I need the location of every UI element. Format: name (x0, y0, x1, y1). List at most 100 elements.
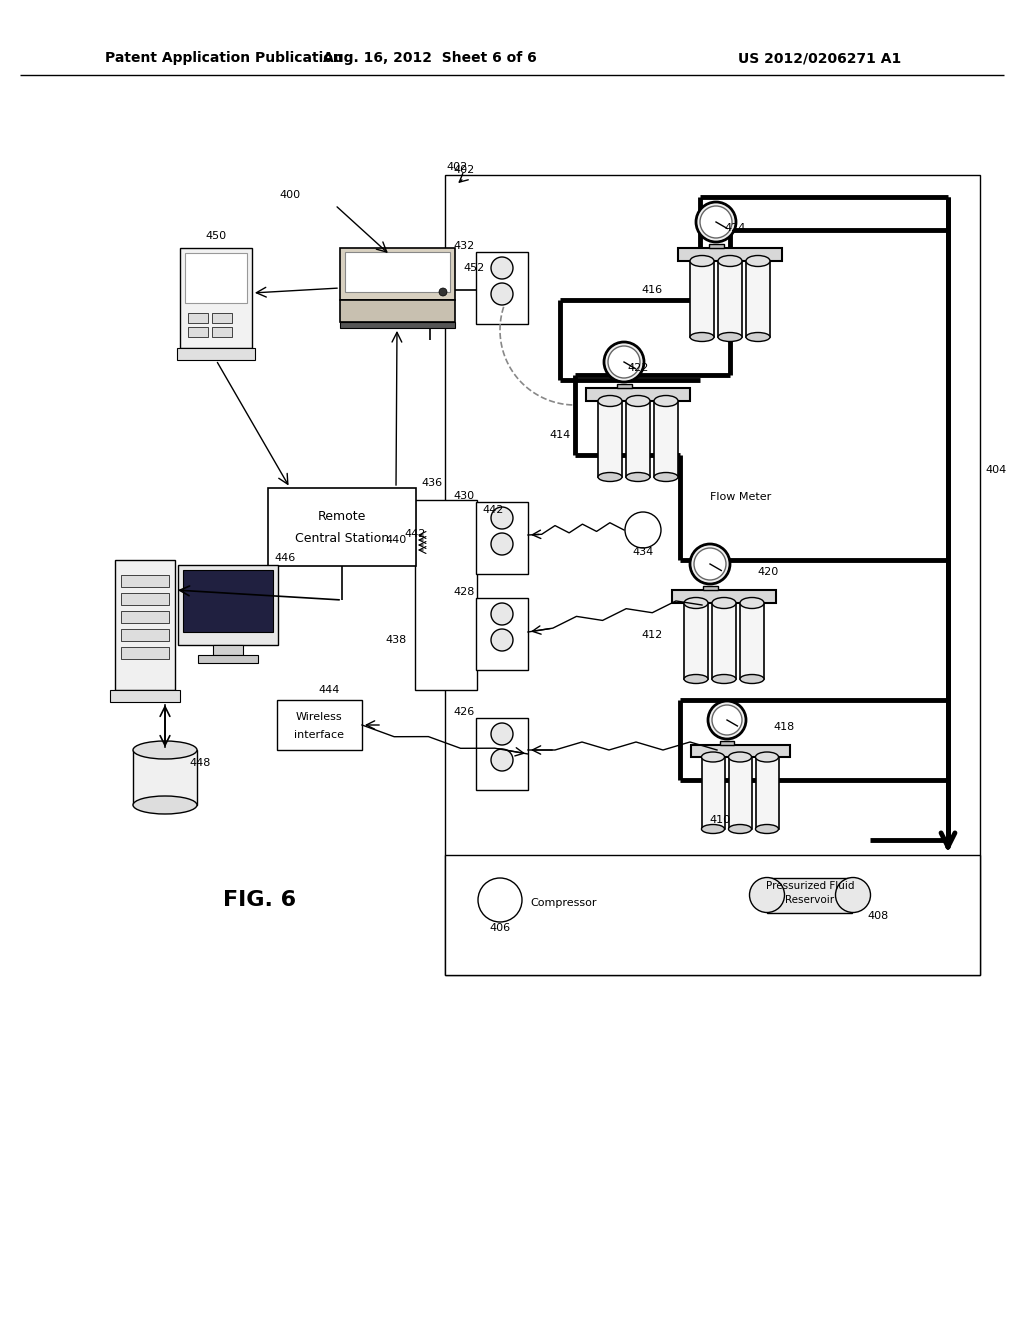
Bar (729, 756, 752, 829)
Text: 406: 406 (489, 923, 511, 933)
Bar (115, 560, 175, 690)
Circle shape (696, 202, 736, 242)
Text: US 2012/0206271 A1: US 2012/0206271 A1 (738, 51, 901, 65)
Bar (198, 655, 258, 663)
Bar (476, 598, 528, 671)
Ellipse shape (598, 396, 622, 407)
Ellipse shape (836, 878, 870, 912)
Text: 420: 420 (758, 568, 778, 577)
Text: Pressurized Fluid: Pressurized Fluid (766, 880, 854, 891)
Bar (740, 603, 764, 678)
Bar (718, 261, 742, 337)
Bar (213, 645, 243, 655)
Bar (121, 647, 169, 659)
Bar (121, 576, 169, 587)
Circle shape (694, 548, 726, 579)
Bar (703, 586, 718, 590)
Text: 424: 424 (724, 223, 745, 234)
Ellipse shape (684, 675, 708, 684)
Bar (476, 502, 528, 574)
Text: Central Station: Central Station (295, 532, 389, 544)
Ellipse shape (740, 598, 764, 609)
Text: 440: 440 (386, 535, 407, 545)
Text: Wireless: Wireless (296, 711, 342, 722)
Text: 448: 448 (189, 758, 211, 768)
Circle shape (490, 748, 513, 771)
Bar (178, 565, 278, 645)
Ellipse shape (728, 752, 752, 762)
Ellipse shape (690, 333, 714, 342)
Bar (133, 750, 197, 805)
Text: 404: 404 (985, 465, 1007, 475)
Bar (445, 855, 980, 975)
Ellipse shape (746, 333, 770, 342)
Text: Aug. 16, 2012  Sheet 6 of 6: Aug. 16, 2012 Sheet 6 of 6 (324, 51, 537, 65)
Text: Reservoir: Reservoir (785, 895, 835, 906)
Circle shape (608, 346, 640, 378)
Bar (691, 744, 790, 756)
Circle shape (700, 206, 732, 238)
Text: 434: 434 (633, 546, 653, 557)
Text: 428: 428 (454, 587, 475, 597)
Circle shape (690, 544, 730, 583)
Text: 446: 446 (274, 553, 296, 564)
Circle shape (604, 342, 644, 381)
Ellipse shape (718, 256, 742, 267)
Bar (121, 593, 169, 605)
Ellipse shape (654, 396, 678, 407)
Ellipse shape (712, 598, 736, 609)
Bar (476, 718, 528, 789)
Circle shape (625, 512, 662, 548)
Circle shape (712, 705, 742, 735)
Ellipse shape (728, 825, 752, 833)
Ellipse shape (756, 825, 778, 833)
Bar (121, 611, 169, 623)
Text: 414: 414 (549, 430, 570, 440)
Bar (188, 327, 208, 337)
Circle shape (490, 282, 513, 305)
Bar (340, 322, 455, 327)
Circle shape (490, 630, 513, 651)
Bar (712, 603, 736, 678)
Bar (617, 384, 632, 388)
Text: FIG. 6: FIG. 6 (223, 890, 297, 909)
Circle shape (439, 288, 447, 296)
Bar (598, 401, 622, 477)
Bar (212, 313, 232, 323)
Circle shape (478, 878, 522, 921)
Bar (415, 500, 477, 690)
Bar (476, 252, 528, 323)
Text: 412: 412 (641, 630, 663, 640)
Ellipse shape (740, 675, 764, 684)
Circle shape (490, 507, 513, 529)
Bar (746, 261, 770, 337)
Ellipse shape (626, 396, 650, 407)
Text: 442: 442 (404, 529, 426, 539)
Bar (212, 327, 232, 337)
Bar (177, 348, 255, 360)
Bar (183, 570, 273, 632)
Circle shape (490, 533, 513, 554)
Text: Flow Meter: Flow Meter (710, 492, 771, 502)
Bar (110, 690, 180, 702)
Ellipse shape (690, 256, 714, 267)
Text: 408: 408 (867, 911, 889, 921)
Ellipse shape (626, 473, 650, 482)
Text: 452: 452 (463, 263, 484, 273)
Bar (586, 388, 690, 401)
Bar (185, 253, 247, 304)
Text: 416: 416 (641, 285, 663, 294)
Text: 450: 450 (206, 231, 226, 242)
Text: 442: 442 (482, 506, 504, 515)
Text: 426: 426 (454, 708, 475, 717)
Text: 432: 432 (454, 242, 475, 251)
Bar (690, 261, 714, 337)
Bar (684, 603, 708, 678)
Bar (180, 248, 252, 348)
Ellipse shape (654, 473, 678, 482)
Bar (702, 756, 725, 829)
Text: Compressor: Compressor (530, 898, 597, 908)
Text: 444: 444 (318, 685, 340, 696)
Text: 436: 436 (421, 478, 442, 488)
Bar (278, 700, 362, 750)
